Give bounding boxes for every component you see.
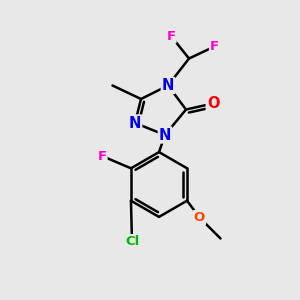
Text: N: N — [129, 116, 141, 130]
Text: F: F — [210, 40, 219, 53]
Text: O: O — [194, 211, 205, 224]
Text: N: N — [159, 128, 171, 142]
Text: O: O — [207, 96, 219, 111]
Text: N: N — [162, 78, 174, 93]
Text: F: F — [167, 29, 176, 43]
Text: Cl: Cl — [125, 235, 139, 248]
Text: F: F — [98, 149, 106, 163]
